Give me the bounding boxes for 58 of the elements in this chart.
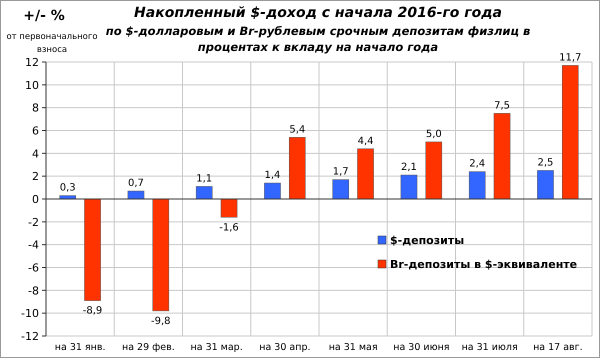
x-tick-label: на 17 авг. xyxy=(533,342,583,353)
data-label: 2,1 xyxy=(401,162,417,174)
x-tick-label: на 31 мая xyxy=(328,342,378,353)
data-label: 1,7 xyxy=(332,166,349,178)
y-tick-label: 0 xyxy=(32,193,39,206)
chart-subtitle: по $-долларовым и Br-рублевым срочным депозитам физлиц в процентах к вкладу на начало года xyxy=(106,24,530,54)
data-label: 5,4 xyxy=(289,124,306,136)
y-tick-label: -2 xyxy=(28,216,39,229)
bar xyxy=(400,174,418,200)
legend-label: Br-депозиты в $-эквиваленте xyxy=(390,258,578,271)
bar xyxy=(332,179,350,200)
bar xyxy=(537,170,554,200)
y-tick-label: 12 xyxy=(25,56,39,69)
y-tick-label: 2 xyxy=(32,170,39,184)
data-label: 1,1 xyxy=(196,173,212,184)
text: от первоначального взноса xyxy=(6,32,98,55)
data-label: 0,7 xyxy=(128,178,144,190)
bar xyxy=(196,186,213,200)
data-label: -1,6 xyxy=(219,222,239,234)
x-tick-label: на 29 фев. xyxy=(122,342,175,353)
bar xyxy=(220,198,238,218)
y-tick-label: 8 xyxy=(32,102,39,115)
y-tick-label: 6 xyxy=(32,124,39,138)
data-label: -8,9 xyxy=(82,306,102,317)
x-tick-label: на 30 июня xyxy=(393,342,450,353)
bar xyxy=(468,171,486,200)
bar xyxy=(264,182,281,200)
legend-label: $-депозиты xyxy=(390,234,464,247)
bar xyxy=(84,198,101,301)
x-tick-label: на 30 апр. xyxy=(259,342,310,353)
data-label: 7,5 xyxy=(494,100,510,112)
bar xyxy=(152,198,170,312)
y-tick-label: 10 xyxy=(25,78,39,92)
y-tick-label: -4 xyxy=(28,238,39,252)
y-tick-label: -10 xyxy=(21,307,39,320)
bar xyxy=(562,65,579,200)
data-label: 2,5 xyxy=(538,157,554,168)
y-tick-label: -8 xyxy=(28,284,39,298)
bar xyxy=(128,190,144,200)
x-tick-label: на 31 мар. xyxy=(190,342,243,353)
bar xyxy=(357,148,374,200)
data-label: 4,4 xyxy=(358,136,374,147)
data-label: 1,4 xyxy=(264,170,280,182)
y-tick-label: -12 xyxy=(21,330,39,343)
bar xyxy=(288,137,306,200)
data-label: 0,3 xyxy=(60,182,76,194)
data-label: 5,0 xyxy=(426,128,442,140)
y-tick-label: 4 xyxy=(32,147,39,160)
x-tick-label: на 31 янв. xyxy=(54,342,106,353)
chart-title: Накопленный $-доход с начала 2016-го года xyxy=(134,5,502,21)
data-label: 2,4 xyxy=(469,158,486,170)
bar xyxy=(425,142,442,200)
bar xyxy=(494,113,510,200)
data-label: 11,7 xyxy=(559,52,582,64)
data-label: -9,8 xyxy=(151,316,171,327)
y-axis-title: +/- % xyxy=(23,8,65,24)
y-tick-label: -6 xyxy=(28,262,39,274)
x-tick-label: на 31 июля xyxy=(462,342,518,353)
